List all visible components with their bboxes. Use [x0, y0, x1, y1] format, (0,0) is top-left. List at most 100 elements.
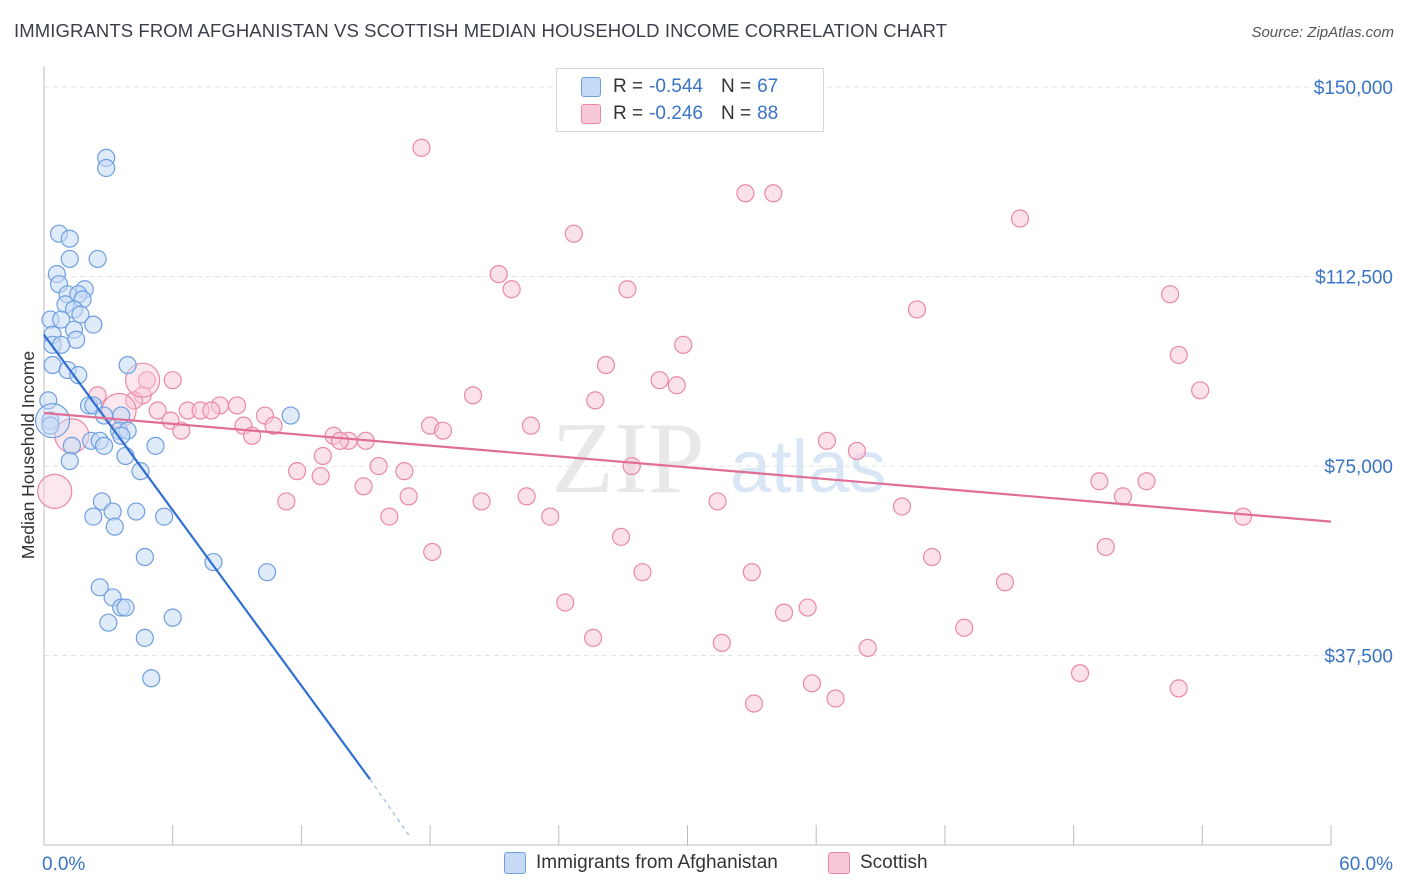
scottish-point — [1113, 487, 1133, 506]
afghanistan-point — [105, 517, 124, 536]
scottish-point — [995, 573, 1015, 592]
scottish-point — [489, 264, 508, 284]
scottish-point — [611, 527, 631, 546]
watermark-atlas: atlas — [730, 425, 886, 508]
scottish-point — [330, 431, 350, 450]
afghanistan-point — [204, 552, 223, 572]
afghanistan-point — [62, 436, 81, 455]
afghanistan-point — [99, 613, 118, 632]
scottish-point — [541, 507, 560, 526]
x-tick-label: 60.0% — [1339, 854, 1393, 875]
scottish-point — [472, 492, 491, 511]
legend-n-label: N = — [720, 76, 752, 97]
afghanistan-point — [43, 355, 62, 375]
chart-source: Source: ZipAtlas.com — [1251, 24, 1394, 41]
scottish-point — [764, 184, 783, 203]
afghanistan-point — [257, 563, 277, 582]
y-tick-label: $37,500 — [1324, 647, 1393, 668]
scottish-point — [354, 477, 373, 496]
scottish-point — [712, 633, 731, 653]
scottish-point — [1191, 381, 1210, 400]
legend-r-label: R = — [613, 103, 644, 124]
scottish-point — [148, 401, 167, 420]
afghanistan-point — [163, 608, 182, 627]
scottish-point — [798, 598, 817, 617]
y-tick-label: $150,000 — [1314, 78, 1393, 99]
scottish-point — [564, 224, 583, 243]
y-tick-labels: $150,000 $112,500 $75,000 $37,500 — [1314, 78, 1393, 667]
afghanistan-point — [90, 578, 109, 597]
afghanistan-point — [118, 355, 137, 375]
afghanistan-point — [94, 436, 114, 455]
series-legend: Immigrants from Afghanistan Scottish — [0, 852, 1406, 878]
scottish-point-large — [125, 362, 161, 398]
legend-n-label: N = — [720, 103, 752, 124]
afghanistan-point — [135, 547, 154, 567]
scottish-point — [399, 487, 418, 506]
scottish-point — [742, 563, 761, 582]
afghanistan-point — [39, 391, 58, 410]
scottish-point — [502, 280, 521, 299]
scottish-point — [288, 462, 307, 481]
legend-swatch-afghanistan — [581, 77, 601, 97]
afghanistan-point — [60, 229, 79, 248]
scottish-point — [463, 386, 483, 405]
afghanistan-point — [52, 310, 71, 329]
scottish-point — [817, 431, 837, 450]
scottish-point — [1169, 345, 1188, 365]
scottish-point — [433, 421, 453, 440]
series-swatch-afghanistan — [504, 852, 526, 874]
scottish-point — [1070, 664, 1090, 683]
scottish-point — [412, 138, 431, 157]
scottish-point — [313, 446, 332, 466]
scottish-point — [774, 603, 794, 622]
scottish-point — [1010, 209, 1030, 228]
scottish-point — [586, 391, 605, 410]
y-axis-label: Median Household Income — [18, 351, 38, 559]
scottish-point — [423, 542, 442, 562]
afghanistan-point — [60, 249, 79, 269]
afghanistan-point — [112, 426, 131, 445]
afghanistan-point — [112, 406, 131, 425]
grid-lines — [44, 86, 1394, 657]
scottish-point — [395, 462, 414, 481]
afghanistan-point — [116, 446, 135, 466]
legend-row-scottish: R = -0.246 N = 88 — [581, 102, 778, 126]
legend-r-value: -0.544 — [649, 76, 703, 97]
afghanistan-point — [60, 451, 79, 471]
scottish-point — [584, 628, 603, 647]
scottish-point — [521, 416, 541, 435]
afghanistan-point — [67, 330, 86, 349]
legend-n-value: 88 — [757, 103, 779, 124]
x-tick-labels: 0.0% 60.0% — [42, 854, 1393, 875]
afghanistan-trend-line — [43, 334, 371, 780]
legend-r-label: R = — [613, 76, 644, 97]
scottish-point — [826, 689, 845, 708]
scottish-point — [172, 421, 191, 440]
chart-title: IMMIGRANTS FROM AFGHANISTAN VS SCOTTISH … — [14, 20, 948, 41]
scottish-point — [1096, 537, 1115, 557]
series-legend-scottish: Scottish — [828, 852, 928, 874]
scottish-point — [708, 492, 727, 511]
afghanistan-point — [281, 406, 300, 425]
scottish-point — [596, 355, 616, 375]
scottish-point — [650, 371, 669, 390]
afghanistan-point — [131, 462, 150, 481]
scottish-point — [858, 638, 877, 658]
scottish-point — [802, 674, 822, 693]
scottish-point — [369, 456, 388, 476]
scottish-point — [622, 456, 641, 476]
scottish-point — [736, 184, 755, 203]
series-swatch-scottish — [828, 852, 850, 874]
scottish-point — [744, 694, 764, 713]
scottish-point — [1090, 472, 1109, 491]
legend-row-afghanistan: R = -0.544 N = 67 — [581, 75, 778, 99]
afghanistan-trend-extension — [369, 778, 410, 836]
stats-legend: R = -0.544 N = 67 R = -0.246 N = 88 — [556, 68, 824, 132]
afghanistan-point — [135, 628, 154, 647]
afghanistan-point — [127, 502, 146, 521]
series-label-scottish: Scottish — [860, 852, 928, 873]
series-legend-afghanistan: Immigrants from Afghanistan — [504, 852, 778, 874]
